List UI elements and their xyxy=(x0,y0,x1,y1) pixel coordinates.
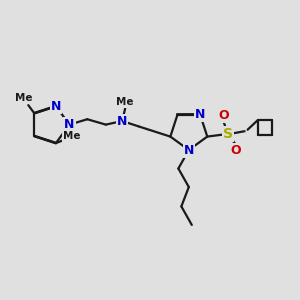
Text: S: S xyxy=(223,127,233,141)
Text: O: O xyxy=(218,109,229,122)
Text: Me: Me xyxy=(15,93,33,103)
Text: N: N xyxy=(184,143,194,157)
Text: N: N xyxy=(64,118,75,131)
Text: Me: Me xyxy=(116,97,134,107)
Text: N: N xyxy=(51,100,61,113)
Text: O: O xyxy=(230,144,241,157)
Text: N: N xyxy=(195,108,206,122)
Text: N: N xyxy=(117,115,128,128)
Text: Me: Me xyxy=(63,131,80,141)
